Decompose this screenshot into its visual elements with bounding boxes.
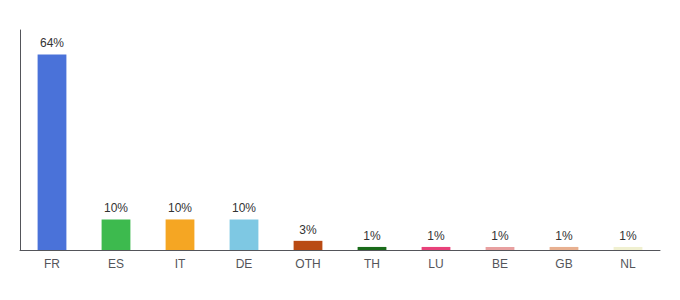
svg-text:10%: 10% (168, 201, 192, 215)
svg-text:BE: BE (492, 257, 508, 271)
svg-text:TH: TH (364, 257, 380, 271)
svg-text:GB: GB (555, 257, 572, 271)
svg-text:1%: 1% (491, 229, 509, 243)
svg-text:1%: 1% (555, 229, 573, 243)
svg-text:1%: 1% (427, 229, 445, 243)
svg-text:1%: 1% (619, 229, 637, 243)
svg-text:FR: FR (44, 257, 60, 271)
svg-text:IT: IT (175, 257, 186, 271)
svg-text:10%: 10% (232, 201, 256, 215)
svg-text:LU: LU (428, 257, 443, 271)
svg-text:NL: NL (620, 257, 636, 271)
svg-text:1%: 1% (363, 229, 381, 243)
svg-text:3%: 3% (299, 223, 317, 237)
svg-text:OTH: OTH (295, 257, 320, 271)
svg-text:64%: 64% (40, 36, 64, 50)
svg-text:DE: DE (236, 257, 253, 271)
svg-text:10%: 10% (104, 201, 128, 215)
svg-text:ES: ES (108, 257, 124, 271)
